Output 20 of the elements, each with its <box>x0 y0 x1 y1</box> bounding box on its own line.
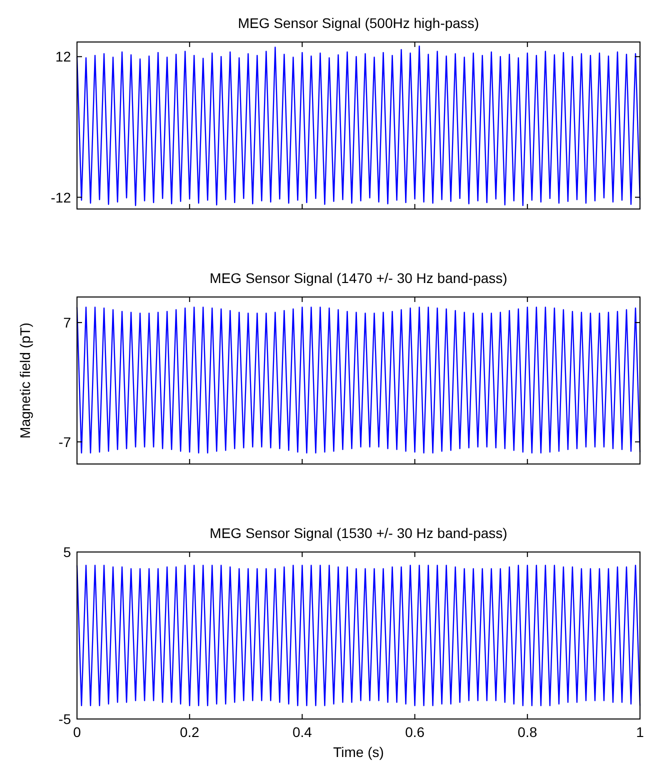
line-series <box>76 306 641 454</box>
y-tick-label: -7 <box>58 434 72 450</box>
y-tick-label: 5 <box>63 544 72 560</box>
chart-title: MEG Sensor Signal (500Hz high-pass) <box>238 15 480 31</box>
x-tick-label: 0.4 <box>292 724 312 740</box>
x-tick-label: 0.6 <box>405 724 425 740</box>
line-series <box>76 564 641 706</box>
chart-title: MEG Sensor Signal (1530 +/- 30 Hz band-pass) <box>210 525 508 541</box>
x-axis-title: Time (s) <box>333 744 384 760</box>
x-tick-label: 0.2 <box>180 724 200 740</box>
x-tick-label: 0 <box>73 724 82 740</box>
y-tick-label: -12 <box>50 189 72 206</box>
y-tick-label: 12 <box>55 48 72 65</box>
y-tick-label: -5 <box>58 711 72 727</box>
y-tick-label: 7 <box>63 314 72 331</box>
line-series <box>76 46 641 206</box>
x-tick-label: 0.8 <box>518 724 538 740</box>
chart-title: MEG Sensor Signal (1470 +/- 30 Hz band-pass) <box>210 270 508 286</box>
y-axis-title: Magnetic field (pT) <box>17 322 33 438</box>
x-tick-label: 1 <box>636 724 644 740</box>
